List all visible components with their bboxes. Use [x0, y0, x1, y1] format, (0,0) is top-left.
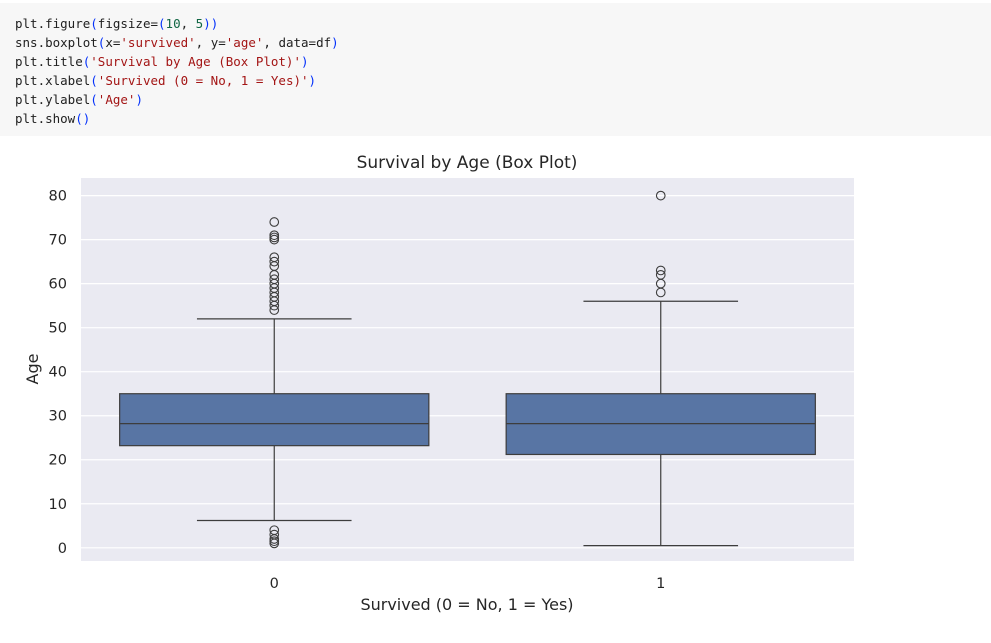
plot-area: [81, 178, 854, 561]
code-token: (): [75, 111, 91, 126]
code-token: 'survived': [120, 35, 196, 50]
chart-title: Survival by Age (Box Plot): [357, 153, 578, 173]
outlier-point: [269, 300, 280, 311]
outlier-point: [269, 305, 280, 315]
code-token: figsize=: [97, 16, 159, 31]
cell-output: Survival by Age (Box Plot) 0 10 20 30 40 50 60…: [0, 136, 991, 639]
outlier-point: [655, 265, 666, 276]
outlier-point: [269, 256, 280, 267]
box: [119, 393, 430, 447]
outlier-point: [269, 217, 280, 227]
code-line: plt.figure(figsize=(10, 5)): [15, 14, 339, 33]
code-token: 'Survival by Age (Box Plot)': [90, 54, 301, 69]
x-tick-label: 1: [656, 576, 665, 592]
code-token: plt.title: [15, 54, 83, 69]
code-line: plt.ylabel('Age'): [15, 90, 339, 109]
code-token: ): [300, 54, 309, 69]
y-axis-label: Age: [23, 354, 42, 385]
y-tick-label: 10: [49, 497, 67, 513]
code-token: 'age': [225, 35, 264, 50]
outlier-point: [655, 287, 666, 298]
y-tick-label: 0: [58, 541, 67, 557]
outlier-point: [269, 234, 280, 245]
code-token: 'Survived (0 = No, 1 = Yes)': [97, 73, 309, 88]
outlier-point: [269, 538, 280, 549]
code-token: , data=df: [263, 35, 332, 50]
code-token: (: [90, 92, 98, 107]
y-axis-ticks: 0 10 20 30 40 50 60 70 80: [49, 189, 67, 557]
code-token: sns.boxplot: [15, 35, 98, 50]
code-token: x=: [105, 35, 121, 50]
y-tick-label: 60: [49, 277, 67, 293]
code-token: ): [331, 35, 339, 50]
outlier-point: [655, 190, 666, 201]
code-line: plt.show(): [15, 109, 339, 128]
y-tick-label: 40: [49, 365, 67, 381]
code-token: plt.show: [15, 111, 76, 126]
code-token: ): [135, 92, 143, 107]
box-series: [119, 190, 816, 549]
code-token: plt.figure: [15, 16, 91, 31]
code-token: plt.xlabel: [15, 73, 91, 88]
code-token: plt.ylabel: [15, 92, 91, 107]
x-tick-label: 0: [270, 576, 279, 592]
code-token: (: [97, 35, 106, 50]
code-token: 10: [165, 16, 181, 31]
code-token: (: [90, 16, 98, 31]
code-token: ,: [180, 16, 196, 31]
y-tick-label: 70: [49, 233, 67, 249]
code-token: (: [82, 54, 91, 69]
code-token: ): [308, 73, 317, 88]
code-cell[interactable]: plt.figure(figsize=(10, 5)) sns.boxplot(x…: [0, 3, 991, 136]
y-tick-label: 50: [49, 321, 67, 337]
y-tick-label: 80: [49, 189, 67, 205]
y-tick-label: 20: [49, 453, 67, 469]
code-line: plt.xlabel('Survived (0 = No, 1 = Yes)'): [15, 71, 339, 90]
x-axis-label: Survived (0 = No, 1 = Yes): [360, 595, 573, 614]
boxplot-chart: Survival by Age (Box Plot) 0102030405060…: [23, 153, 854, 614]
box-group: [505, 190, 816, 547]
code-line: sns.boxplot(x='survived', y='age', data=…: [15, 33, 339, 52]
code-line: plt.title('Survival by Age (Box Plot)'): [15, 52, 339, 71]
code-token: 5: [195, 16, 204, 31]
code-token: , y=: [195, 35, 226, 50]
code-token: )): [203, 16, 219, 31]
code-token: (: [90, 73, 98, 88]
code-token: 'Age': [97, 92, 136, 107]
code-editor[interactable]: plt.figure(figsize=(10, 5)) sns.boxplot(x…: [15, 14, 339, 128]
code-token: (: [158, 16, 166, 31]
grid-lines: [81, 195, 854, 549]
y-tick-label: 30: [49, 409, 67, 425]
box-group: [119, 217, 430, 549]
